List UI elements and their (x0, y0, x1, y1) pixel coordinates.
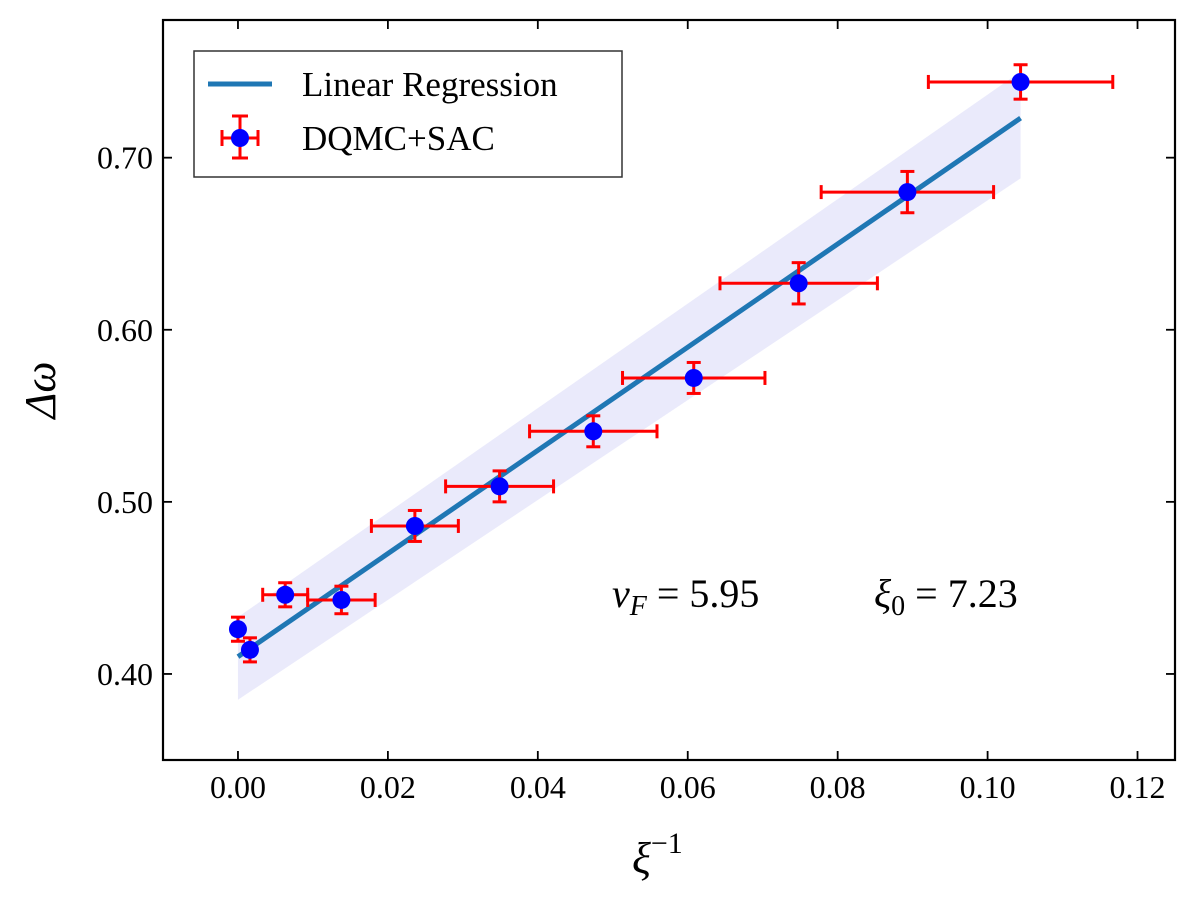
data-point-0 (228, 620, 247, 639)
data-point-6 (584, 422, 603, 441)
regression-line (236, 116, 1022, 659)
data-point-9 (898, 183, 917, 202)
legend-label-regression: Linear Regression (302, 65, 558, 104)
ticks-layer: 0.00 0.02 0.04 0.06 0.08 0.10 0.12 0.40 0.50 0.60… (97, 20, 1175, 805)
annotation-text-xi0: ξ0 = 7.23 (874, 571, 1018, 622)
data-point-1 (240, 640, 259, 659)
annotation-vf-symbol: v (612, 571, 630, 616)
plot-frame (161, 18, 1177, 762)
data-point-3 (332, 590, 351, 609)
x-tick-label-4: 0.08 (810, 769, 866, 805)
legend-swatch-marker (231, 129, 249, 147)
x-tick-label-3: 0.06 (660, 769, 716, 805)
legend: Linear Regression DQMC+SAC (193, 50, 623, 178)
x-tick-label-0: 0.00 (210, 769, 266, 805)
annotation-xi0-value: = 7.23 (905, 571, 1018, 616)
annotation-xi0-subscript: 0 (891, 591, 905, 622)
annotation-text: vF = 5.95 (612, 571, 759, 622)
x-axis-title-superscript: −1 (651, 827, 683, 860)
annotation-vf-value: = 5.95 (647, 571, 760, 616)
x-tick-label-1: 0.02 (360, 769, 416, 805)
legend-box (193, 50, 623, 178)
data-point-5 (490, 477, 509, 496)
y-tick-label-3: 0.70 (97, 140, 153, 176)
data-point-8 (789, 274, 808, 293)
y-tick-label-1: 0.50 (97, 484, 153, 520)
y-tick-label-0: 0.40 (97, 656, 153, 692)
x-tick-label-6: 0.12 (1110, 769, 1166, 805)
annotation-vf-subscript: F (629, 591, 648, 622)
x-axis-title-symbol: ξ (632, 834, 651, 883)
regression-line-layer (236, 116, 1022, 659)
data-point-2 (276, 585, 295, 604)
x-tick-label-2: 0.04 (510, 769, 566, 805)
x-axis-title: ξ−1 (632, 827, 683, 883)
data-point-7 (684, 368, 703, 387)
points-layer (228, 72, 1030, 659)
legend-label-dqmc: DQMC+SAC (302, 119, 495, 158)
legend-errorbar-swatch (220, 114, 260, 160)
x-tick-label-5: 0.10 (960, 769, 1016, 805)
data-point-10 (1011, 72, 1030, 91)
annotation-xi0-symbol: ξ (874, 571, 892, 616)
y-axis-title: Δω (16, 362, 65, 421)
data-point-4 (405, 516, 424, 535)
y-tick-label-2: 0.60 (97, 312, 153, 348)
